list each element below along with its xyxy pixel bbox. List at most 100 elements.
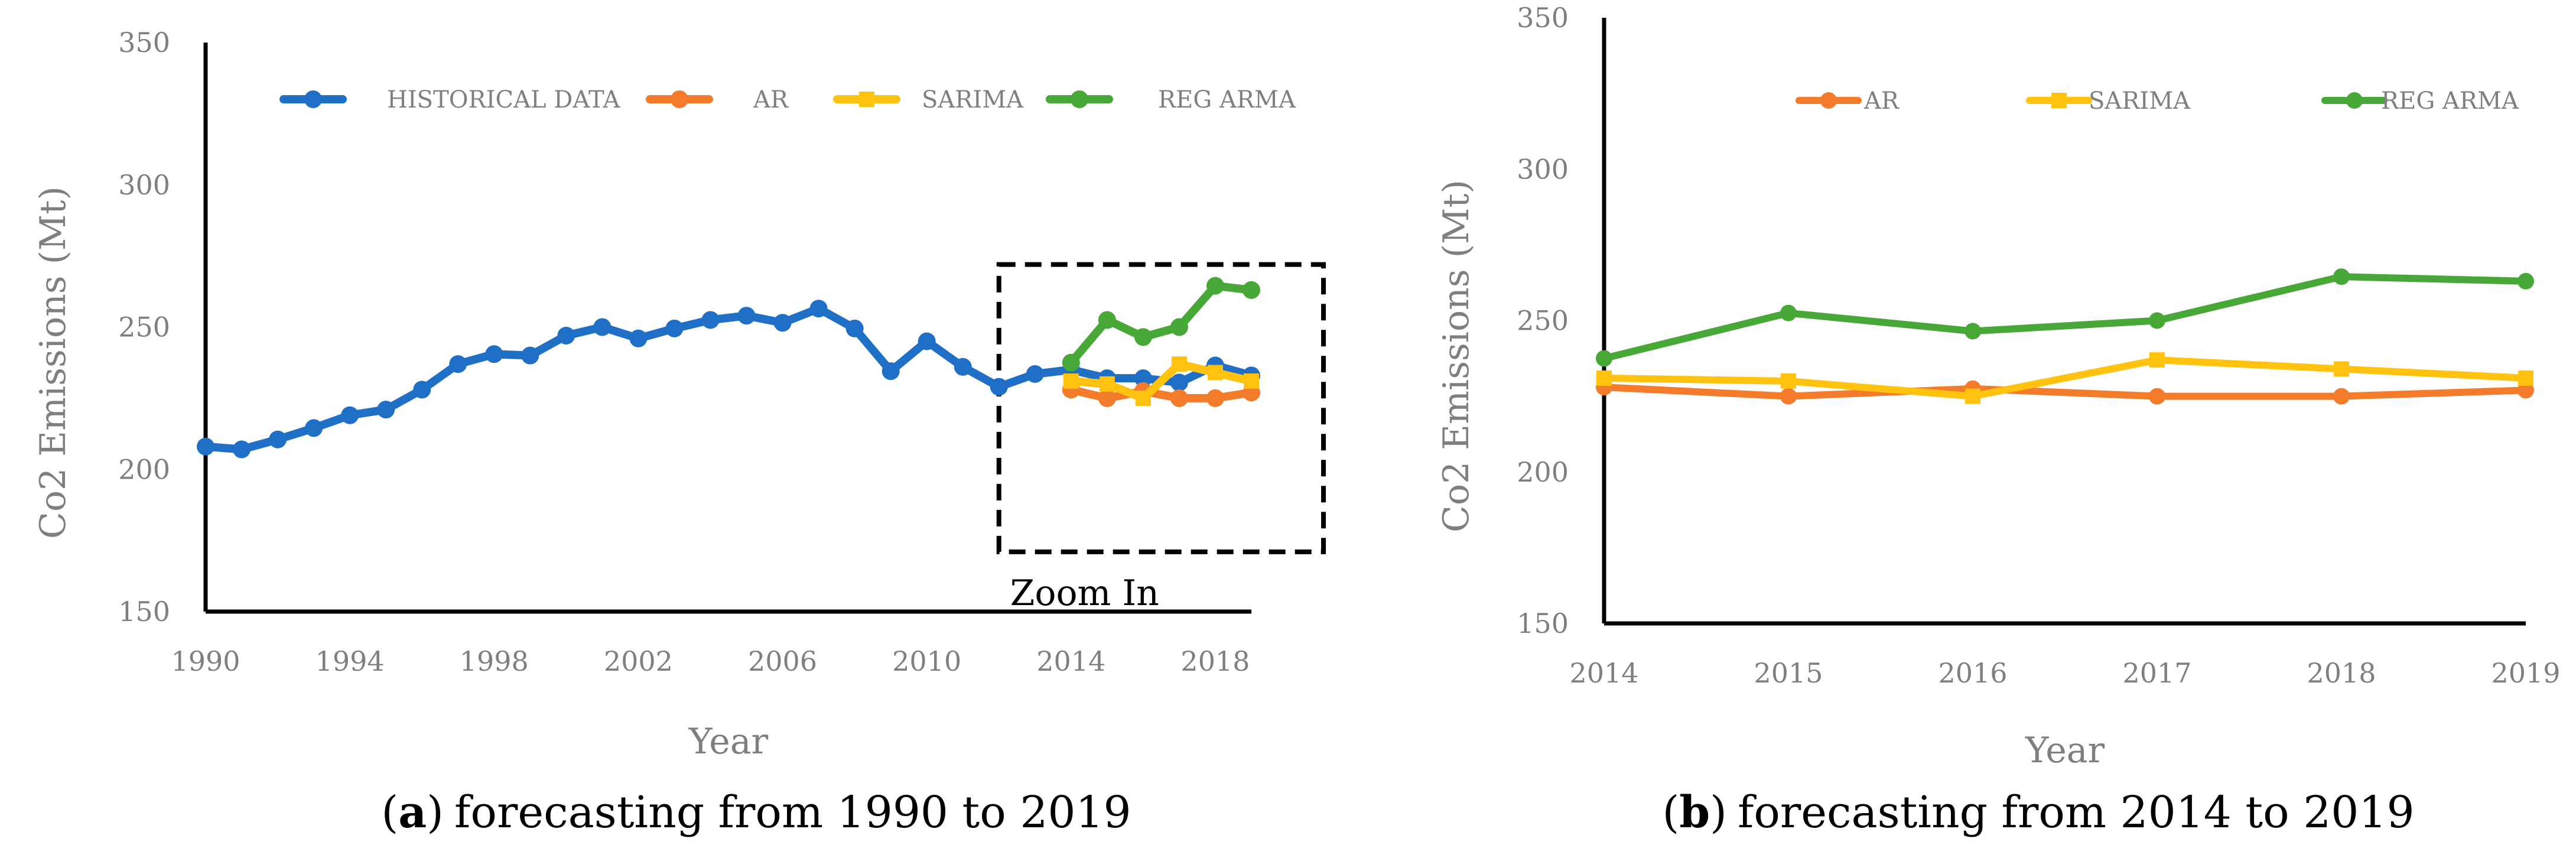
data-point — [809, 300, 828, 318]
data-point — [1170, 373, 1188, 392]
legend-marker — [304, 90, 322, 108]
data-point — [1207, 365, 1223, 381]
x-tick-label: 1990 — [171, 645, 240, 677]
data-point — [2149, 388, 2165, 405]
data-point — [1062, 353, 1080, 372]
legend-marker — [671, 90, 688, 108]
data-point — [1135, 390, 1151, 406]
data-point — [2333, 388, 2350, 405]
data-point — [557, 326, 575, 344]
series-line-ar — [1066, 385, 1256, 402]
legend-label: SARIMA — [2089, 87, 2191, 115]
data-point — [197, 437, 214, 456]
data-point — [305, 419, 323, 437]
y-tick-label: 350 — [1517, 2, 1569, 34]
series-line-sarima — [1601, 356, 2529, 400]
data-point — [1781, 373, 1796, 389]
y-tick-label: 250 — [118, 311, 170, 343]
data-point — [665, 319, 684, 337]
caption-close-paren: ) — [427, 787, 444, 838]
data-point — [1098, 389, 1116, 407]
data-point — [377, 401, 395, 419]
y-axis-title: Co2 Emissions (Mt) — [1436, 180, 1477, 532]
legend-label: SARIMA — [922, 86, 1024, 113]
y-axis-title: Co2 Emissions (Mt) — [32, 186, 74, 539]
chart-panel-a: 150 200 250 300 350 1990 1994 1998 2002 2006 2010 2… — [32, 27, 1326, 838]
data-point — [954, 358, 972, 376]
zoom-in-box — [996, 262, 1326, 554]
data-point — [2518, 370, 2533, 386]
caption-text: forecasting from 2014 to 2019 — [1738, 787, 2415, 838]
data-point — [341, 406, 359, 424]
data-point — [990, 378, 1008, 396]
x-axis-title: Year — [2025, 730, 2105, 771]
data-point — [1206, 277, 1224, 295]
legend-label: REG ARMA — [1158, 86, 1296, 113]
caption-letter: a — [398, 787, 427, 838]
caption-open-paren: ( — [381, 787, 398, 838]
x-tick-label: 2018 — [1180, 645, 1250, 677]
x-tick-label: 1994 — [316, 645, 385, 677]
data-point — [1596, 370, 1612, 386]
data-point — [1098, 311, 1116, 329]
data-point — [1206, 389, 1224, 407]
data-point — [2518, 382, 2534, 399]
x-tick-label: 2015 — [1754, 657, 1823, 689]
panel-caption: (a) forecasting from 1990 to 2019 — [381, 787, 1131, 838]
legend-label: HISTORICAL DATA — [387, 86, 621, 113]
x-axis-title: Year — [688, 721, 769, 762]
data-point — [1171, 356, 1187, 372]
data-point — [918, 332, 936, 350]
y-tick-label: 150 — [1517, 607, 1569, 639]
x-tick-label: 1998 — [460, 645, 529, 677]
x-tick-label: 2016 — [1938, 657, 2007, 689]
legend-marker — [2051, 93, 2067, 108]
data-point — [1099, 376, 1115, 392]
data-point — [269, 430, 287, 448]
series-line-reg-arma — [1066, 281, 1256, 367]
data-point — [1063, 373, 1079, 389]
legend-marker — [1820, 92, 1837, 109]
panel-caption: (b) forecasting from 2014 to 2019 — [1662, 787, 2414, 838]
data-point — [2334, 361, 2349, 377]
data-point — [1780, 304, 1797, 321]
data-point — [1026, 365, 1044, 383]
x-tick-label: 2017 — [2122, 657, 2191, 689]
x-tick-label: 2002 — [604, 645, 673, 677]
data-point — [1243, 281, 1260, 299]
data-point — [485, 345, 503, 363]
data-point — [449, 355, 467, 373]
y-tick-label: 200 — [1517, 456, 1569, 488]
y-tick-label: 300 — [118, 169, 170, 201]
y-tick-label: 150 — [118, 596, 170, 628]
legend-label: AR — [753, 86, 789, 113]
caption-text: forecasting from 1990 to 2019 — [454, 787, 1131, 838]
zoom-in-label: Zoom In — [1010, 573, 1159, 614]
x-tick-label: 2014 — [1569, 657, 1638, 689]
data-point — [1170, 318, 1188, 336]
data-point — [1134, 328, 1152, 346]
data-point — [521, 346, 539, 365]
data-point — [413, 381, 431, 399]
x-tick-label: 2006 — [748, 645, 817, 677]
data-point — [2149, 312, 2165, 329]
data-point — [2149, 352, 2165, 368]
y-tick-label: 300 — [1517, 153, 1569, 185]
data-point — [1780, 388, 1797, 405]
data-point — [1964, 323, 1981, 340]
caption-open-paren: ( — [1662, 787, 1679, 838]
caption-letter: b — [1679, 787, 1710, 838]
legend-marker — [859, 92, 874, 107]
data-point — [1134, 369, 1152, 388]
data-point — [593, 318, 612, 336]
data-point — [233, 440, 251, 459]
legend-marker — [1071, 90, 1088, 108]
legend-label: AR — [1863, 87, 1900, 115]
data-point — [629, 329, 648, 347]
data-point — [845, 319, 864, 337]
x-tick-label: 2018 — [2307, 657, 2376, 689]
data-point — [1170, 389, 1188, 407]
y-tick-label: 200 — [118, 453, 170, 485]
data-point — [1596, 350, 1612, 367]
